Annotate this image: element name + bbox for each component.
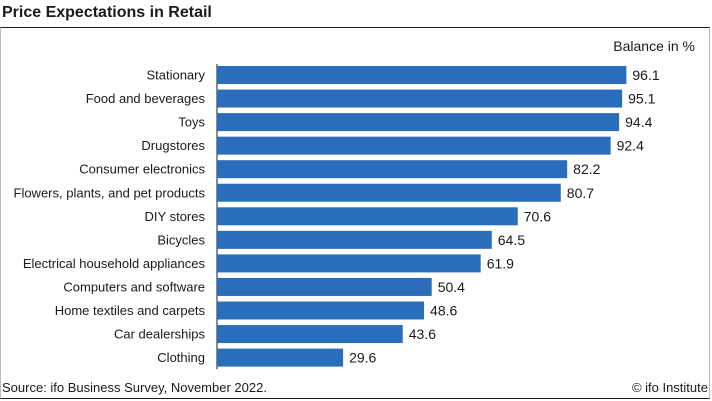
bar	[217, 325, 403, 344]
bar	[217, 301, 425, 320]
bar	[217, 113, 620, 132]
category-label: DIY stores	[145, 209, 206, 224]
category-label: Stationary	[146, 68, 205, 83]
bar	[217, 254, 481, 273]
source-note: Source: ifo Business Survey, November 20…	[2, 380, 267, 395]
category-label: Electrical household appliances	[23, 256, 206, 271]
category-label: Drugstores	[141, 138, 205, 153]
bar	[217, 136, 611, 155]
category-label: Computers and software	[63, 279, 205, 294]
bar	[217, 183, 561, 202]
value-label: 61.9	[487, 255, 514, 271]
value-label: 50.4	[438, 279, 465, 295]
unit-label: Balance in %	[613, 38, 695, 54]
bar	[217, 89, 623, 108]
category-label: Toys	[178, 115, 205, 130]
value-label: 95.1	[628, 91, 655, 107]
credit-note: © ifo Institute	[631, 380, 708, 395]
category-label: Car dealerships	[114, 327, 206, 342]
chart-title: Price Expectations in Retail	[2, 4, 212, 21]
value-label: 96.1	[632, 67, 659, 83]
bar	[217, 160, 568, 179]
category-label: Flowers, plants, and pet products	[14, 185, 206, 200]
value-label: 29.6	[349, 350, 376, 366]
value-label: 94.4	[625, 114, 652, 130]
category-label: Bicycles	[157, 232, 205, 247]
bar	[217, 66, 627, 84]
value-label: 92.4	[617, 138, 644, 154]
category-label: Home textiles and carpets	[55, 303, 206, 318]
category-label: Consumer electronics	[79, 162, 205, 177]
bar	[217, 230, 492, 249]
value-label: 48.6	[430, 303, 457, 319]
bar	[217, 348, 344, 367]
category-label: Food and beverages	[86, 91, 206, 106]
value-label: 64.5	[498, 232, 525, 248]
value-label: 70.6	[524, 208, 551, 224]
category-label: Clothing	[157, 350, 205, 365]
bar	[217, 207, 518, 226]
chart-frame	[0, 27, 710, 399]
value-label: 80.7	[567, 185, 594, 201]
bar	[217, 277, 432, 296]
value-label: 43.6	[409, 326, 436, 342]
value-label: 82.2	[573, 161, 600, 177]
